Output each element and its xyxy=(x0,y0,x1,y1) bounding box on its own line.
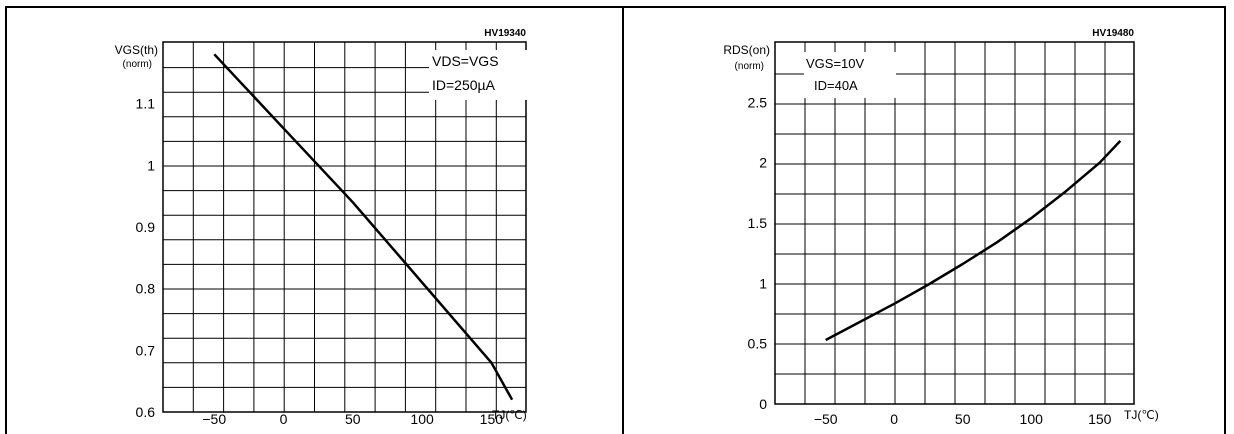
annotation-box xyxy=(804,52,896,98)
grid-lines xyxy=(775,42,1134,404)
y-tick-label: 2.5 xyxy=(748,94,768,110)
x-tick-label: 100 xyxy=(410,411,434,427)
y-tick-label: 1 xyxy=(759,275,767,291)
annotation-line-1: VDS=VGS xyxy=(432,53,499,69)
y-tick-label: 0.5 xyxy=(748,336,768,352)
y-axis-label-main: RDS(on) xyxy=(723,43,770,57)
x-tick-label: −50 xyxy=(814,411,838,427)
series-line xyxy=(213,53,514,401)
y-axis-label-main: VGS(th) xyxy=(115,43,158,57)
chart-ref-code: HV19340 xyxy=(484,28,526,39)
vgs-threshold-chart-svg: HV19340 VGS(th) (norm) TJ(℃) −50 0 50 100 15… xyxy=(115,28,527,427)
y-tick-label: 0.7 xyxy=(136,342,156,358)
y-tick-label: 2 xyxy=(759,155,767,171)
grid-lines xyxy=(163,42,526,412)
y-axis-label-sub: (norm) xyxy=(123,59,152,70)
y-tick-label: 0 xyxy=(759,396,767,412)
x-tick-label: −50 xyxy=(202,411,226,427)
y-tick-label: 1.5 xyxy=(748,215,768,231)
y-tick-label: 0.8 xyxy=(136,281,156,297)
plot-area-frame xyxy=(774,41,1135,405)
y-tick-label: 1.1 xyxy=(136,96,156,112)
x-tick-label: 50 xyxy=(345,411,361,427)
x-tick-label: 150 xyxy=(1088,411,1112,427)
chart-panel-vgs-threshold: HV19340 VGS(th) (norm) TJ(℃) −50 0 50 100 15… xyxy=(5,6,622,434)
annotation-line-1: VGS=10V xyxy=(806,56,865,71)
figure-frame xyxy=(5,6,1226,434)
panel-divider xyxy=(622,6,624,434)
annotation-line-2: ID=250µA xyxy=(432,77,496,93)
x-tick-label: 0 xyxy=(280,411,288,427)
chart-ref-code: HV19480 xyxy=(1092,28,1134,39)
x-tick-label: 50 xyxy=(955,411,971,427)
rds-on-chart-svg: HV19480 RDS(on) (norm) TJ(℃) −50 0 50 100 15… xyxy=(723,28,1159,427)
annotation-box xyxy=(429,50,527,100)
y-axis-label-sub: (norm) xyxy=(735,61,764,72)
annotation-line-2: ID=40A xyxy=(814,78,858,93)
x-axis-label: TJ(℃) xyxy=(492,408,527,422)
series-line xyxy=(825,140,1122,342)
x-axis-label: TJ(℃) xyxy=(1124,408,1159,422)
chart-panel-rds-on: HV19480 RDS(on) (norm) TJ(℃) −50 0 50 100 15… xyxy=(624,6,1226,434)
plot-area-frame xyxy=(162,41,527,413)
y-tick-label: 0.9 xyxy=(136,219,156,235)
x-tick-label: 100 xyxy=(1020,411,1044,427)
x-tick-label: 0 xyxy=(890,411,898,427)
y-tick-label: 0.6 xyxy=(136,404,156,420)
x-tick-label: 150 xyxy=(480,411,504,427)
y-tick-label: 1 xyxy=(147,157,155,173)
